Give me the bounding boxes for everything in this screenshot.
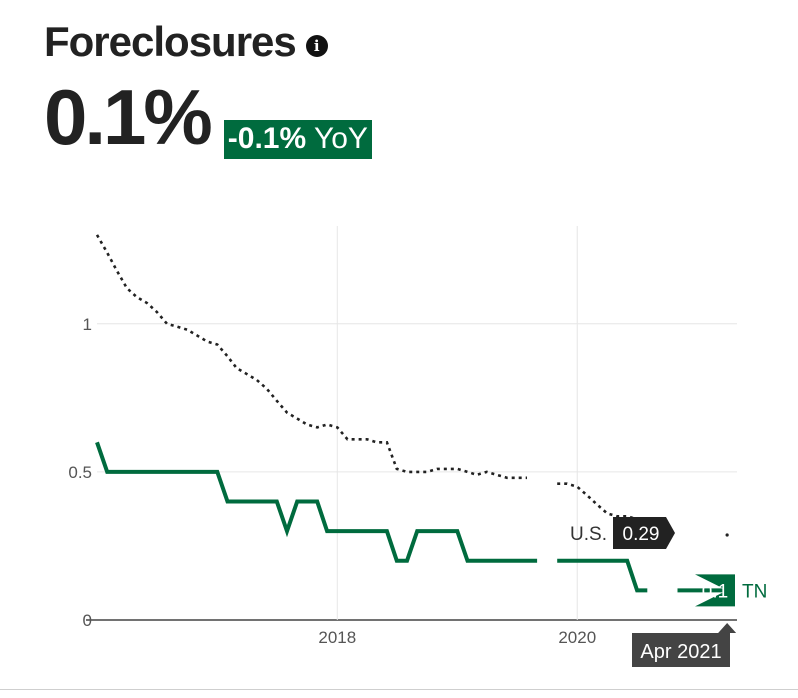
y-tick-label: 1 (83, 315, 92, 334)
page-title: Foreclosures (44, 18, 297, 65)
label-layer: U.S. 0.29 0.1 TN Apr 2021 (570, 517, 767, 667)
us-hover-point (725, 533, 729, 537)
grid-layer: 0 0.5 1 2018 2020 (68, 226, 737, 647)
series-line-tn (95, 441, 728, 593)
us-value-label: 0.29 (623, 524, 660, 545)
x-tick-label: 2020 (558, 628, 596, 647)
tn-value-flag (695, 574, 735, 607)
hover-date-tooltip (632, 623, 737, 667)
x-tick-label: 2018 (318, 628, 356, 647)
series-label-us: U.S. (570, 524, 607, 545)
bottom-divider (0, 689, 798, 690)
value-row: 0.1% -0.1% YoY (44, 73, 372, 161)
y-tick-label: 0 (83, 611, 92, 630)
series-layer (95, 234, 728, 593)
tn-value-label: 0.1 (702, 581, 728, 602)
y-tick-label: 0.5 (68, 463, 92, 482)
hover-date-label: Apr 2021 (640, 641, 721, 663)
series-line-us (95, 234, 638, 521)
series-label-tn: TN (742, 581, 767, 602)
us-value-flag (613, 517, 675, 549)
title-row: Foreclosures i (44, 18, 328, 66)
yoy-badge: -0.1% YoY (223, 119, 372, 159)
yoy-change: -0.1% (227, 121, 307, 155)
yoy-suffix: YoY (306, 121, 368, 155)
info-icon[interactable]: i (305, 35, 328, 57)
current-value: 0.1% (44, 73, 213, 161)
